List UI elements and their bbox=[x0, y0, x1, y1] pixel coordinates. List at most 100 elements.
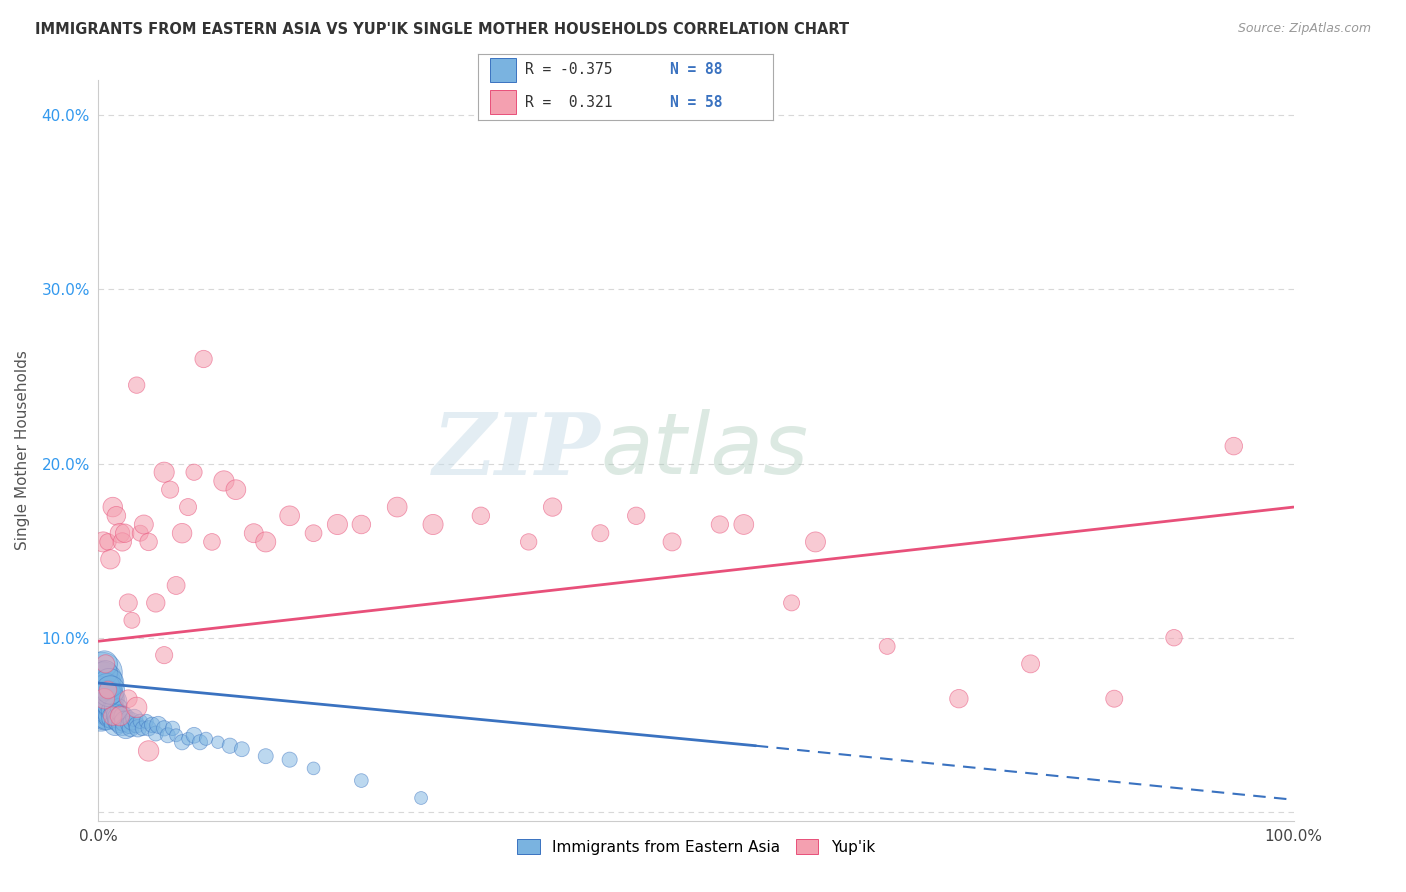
Point bbox=[89, 674, 111, 689]
Point bbox=[165, 728, 187, 742]
Point bbox=[117, 691, 139, 706]
Point bbox=[589, 526, 612, 541]
Point bbox=[91, 535, 114, 549]
Point bbox=[138, 721, 160, 735]
Point bbox=[148, 718, 170, 732]
Point bbox=[138, 535, 160, 549]
Point bbox=[541, 500, 564, 514]
Point bbox=[129, 714, 152, 729]
Text: atlas: atlas bbox=[600, 409, 808, 492]
Point bbox=[97, 686, 120, 700]
Point bbox=[93, 693, 115, 707]
Point bbox=[177, 500, 200, 514]
Text: N = 88: N = 88 bbox=[671, 62, 723, 78]
Point bbox=[108, 709, 131, 723]
Point bbox=[219, 739, 242, 753]
Point bbox=[89, 691, 111, 706]
Point bbox=[90, 680, 112, 694]
Point bbox=[129, 526, 152, 541]
Point bbox=[350, 517, 373, 532]
Point bbox=[212, 474, 235, 488]
Point bbox=[94, 697, 117, 711]
Point bbox=[104, 709, 127, 723]
Point bbox=[1019, 657, 1042, 671]
Point bbox=[93, 709, 115, 723]
Point bbox=[118, 718, 141, 732]
Point bbox=[231, 742, 253, 756]
Point bbox=[96, 709, 118, 723]
Point bbox=[1223, 439, 1246, 453]
Point bbox=[103, 700, 125, 714]
Point bbox=[876, 640, 898, 654]
Text: IMMIGRANTS FROM EASTERN ASIA VS YUP'IK SINGLE MOTHER HOUSEHOLDS CORRELATION CHAR: IMMIGRANTS FROM EASTERN ASIA VS YUP'IK S… bbox=[35, 22, 849, 37]
Point bbox=[96, 680, 118, 694]
Point bbox=[145, 596, 167, 610]
Text: Source: ZipAtlas.com: Source: ZipAtlas.com bbox=[1237, 22, 1371, 36]
Point bbox=[165, 578, 187, 592]
Point bbox=[626, 508, 648, 523]
Point bbox=[326, 517, 349, 532]
Point bbox=[254, 749, 277, 764]
Point bbox=[91, 690, 114, 704]
Point bbox=[97, 697, 120, 711]
Point bbox=[254, 535, 277, 549]
Point bbox=[100, 695, 122, 709]
Point bbox=[162, 721, 184, 735]
Point bbox=[1163, 631, 1185, 645]
Point bbox=[470, 508, 492, 523]
Point bbox=[98, 700, 122, 714]
Point bbox=[105, 714, 128, 729]
Point bbox=[93, 691, 115, 706]
Bar bbox=[489, 58, 516, 82]
Point bbox=[145, 726, 167, 740]
Point bbox=[98, 709, 122, 723]
Point bbox=[115, 721, 138, 735]
Point bbox=[91, 680, 114, 694]
Point bbox=[193, 351, 215, 366]
Point bbox=[195, 731, 218, 746]
Point bbox=[159, 483, 181, 497]
Point bbox=[112, 709, 135, 723]
Point bbox=[127, 721, 149, 735]
Text: ZIP: ZIP bbox=[433, 409, 600, 492]
Point bbox=[138, 744, 160, 758]
Legend: Immigrants from Eastern Asia, Yup'ik: Immigrants from Eastern Asia, Yup'ik bbox=[510, 833, 882, 861]
Point bbox=[91, 665, 114, 680]
Point bbox=[124, 711, 146, 725]
Point bbox=[385, 500, 409, 514]
Point bbox=[105, 707, 128, 722]
Point bbox=[94, 665, 117, 680]
Point bbox=[91, 700, 114, 714]
Point bbox=[98, 552, 122, 566]
Point bbox=[94, 706, 117, 720]
Point bbox=[108, 714, 131, 729]
Point bbox=[114, 714, 136, 729]
Point bbox=[98, 683, 122, 698]
Point bbox=[91, 691, 114, 706]
Point bbox=[422, 517, 444, 532]
Point bbox=[108, 526, 131, 541]
Point bbox=[733, 517, 755, 532]
Point bbox=[225, 483, 247, 497]
Point bbox=[1104, 691, 1126, 706]
Point bbox=[111, 718, 134, 732]
Point bbox=[93, 657, 115, 671]
Point bbox=[141, 718, 163, 732]
Point bbox=[278, 508, 301, 523]
Point bbox=[121, 613, 143, 627]
Point bbox=[97, 683, 120, 698]
Point bbox=[709, 517, 731, 532]
Point bbox=[201, 535, 224, 549]
Text: R = -0.375: R = -0.375 bbox=[526, 62, 613, 78]
Point bbox=[94, 657, 117, 671]
Point bbox=[97, 704, 120, 718]
Point bbox=[97, 686, 120, 700]
Point bbox=[156, 728, 179, 742]
Point bbox=[104, 718, 127, 732]
Point bbox=[172, 735, 194, 749]
Point bbox=[89, 683, 111, 698]
Point bbox=[98, 693, 121, 707]
Point bbox=[125, 700, 148, 714]
Point bbox=[188, 735, 211, 749]
Point bbox=[93, 700, 115, 714]
